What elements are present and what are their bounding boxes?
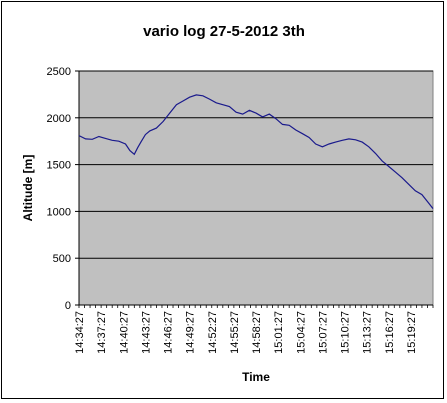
x-tick-label: 15:01:27 <box>273 311 285 354</box>
x-axis-label: Time <box>242 370 270 384</box>
y-tick-label: 0 <box>65 300 71 312</box>
x-tick-label: 14:40:27 <box>118 311 130 354</box>
x-tick-label: 14:52:27 <box>207 311 219 354</box>
chart-frame: vario log 27-5-2012 3th 0 500 1000 1500 2000… <box>1 1 444 399</box>
x-tick-label: 15:13:27 <box>362 311 374 354</box>
chart-title: vario log 27-5-2012 3th <box>143 23 305 40</box>
x-tick-label: 14:49:27 <box>185 311 197 354</box>
x-tick-label: 15:19:27 <box>406 311 418 354</box>
altitude-line-chart: vario log 27-5-2012 3th 0 500 1000 1500 2000… <box>21 23 434 384</box>
y-axis: 0 500 1000 1500 2000 2500 <box>47 66 80 312</box>
x-tick-label: 14:37:27 <box>96 311 108 354</box>
x-tick-label: 14:46:27 <box>163 311 175 354</box>
y-tick-label: 1000 <box>47 206 71 218</box>
x-tick-label: 15:07:27 <box>317 311 329 354</box>
altitude-series-line <box>78 94 434 209</box>
x-tick-label: 14:43:27 <box>140 311 152 354</box>
x-tick-label: 15:04:27 <box>295 311 307 354</box>
y-tick-label: 2000 <box>47 113 71 125</box>
y-tick-label: 1500 <box>47 160 71 172</box>
y-tick-label: 2500 <box>47 66 71 78</box>
plot-area <box>78 70 434 306</box>
x-tick-label: 14:34:27 <box>74 311 86 354</box>
y-tick-label: 500 <box>53 253 71 265</box>
x-axis: 14:34:27 14:37:27 14:40:27 14:43:27 14:46:27… <box>74 304 434 354</box>
y-axis-label: Altitude [m] <box>21 155 35 222</box>
x-tick-label: 15:10:27 <box>340 311 352 354</box>
x-tick-label: 14:55:27 <box>229 311 241 354</box>
x-tick-label: 15:16:27 <box>384 311 396 354</box>
x-tick-label: 14:58:27 <box>251 311 263 354</box>
gridlines <box>79 70 433 259</box>
